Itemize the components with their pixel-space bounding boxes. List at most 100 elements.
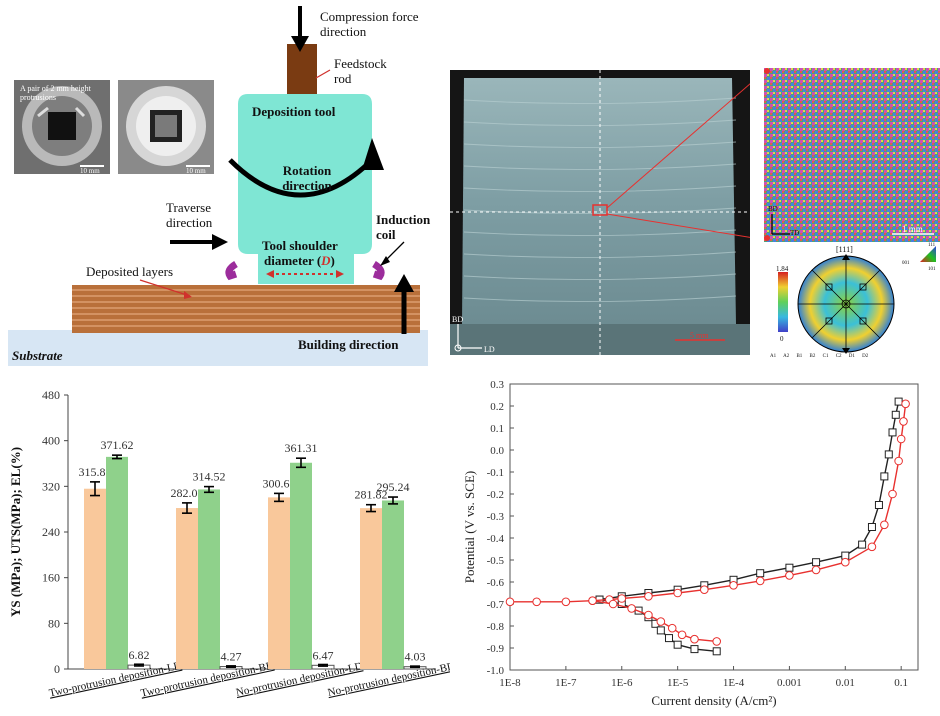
building-label: Building direction: [298, 337, 399, 352]
square-marker: [812, 558, 821, 567]
circle-marker: [677, 630, 687, 640]
bar-value-label: 6.47: [313, 648, 334, 662]
bar-value-label: 6.82: [129, 648, 150, 662]
substrate-label: Substrate: [12, 348, 63, 363]
square-marker: [656, 626, 665, 635]
line-xlabel: Current density (A/cm²): [651, 693, 776, 708]
line-xtick-label: 0.1: [894, 677, 908, 689]
square-marker: [888, 428, 897, 437]
deposited-label: Deposited layers: [86, 264, 174, 279]
circle-marker: [673, 588, 682, 598]
ipf-triangle: [920, 246, 936, 262]
circle-marker: [840, 557, 850, 567]
circle-marker: [667, 623, 677, 633]
micrograph-panel: BD LD 5 mm: [450, 69, 767, 355]
photo-two-protrusion: [14, 80, 110, 174]
bar-value-label: 282.00: [171, 486, 204, 500]
polarization-chart: 0.3 0.2 0.1 0.0 -0.1 -0.2 -0.3 -0.4 -0.5 -0.6 -0.7…: [462, 379, 919, 708]
circle-marker: [627, 604, 636, 613]
schematic-panel: A pair of 2 mm height protrusions 10 mm …: [0, 0, 450, 370]
pf-title: [111]: [836, 245, 853, 254]
bar-ytick-label: 480: [42, 388, 60, 402]
pf-max: 1.84: [776, 265, 789, 273]
traverse-label: Traverse direction: [166, 200, 213, 230]
line-ytick-label: -1.0: [487, 665, 505, 677]
line-plot-area: [509, 383, 919, 671]
square-marker: [874, 501, 883, 509]
photo1-scale: 10 mm: [80, 167, 100, 175]
bar-value-label: 4.27: [221, 650, 242, 664]
circle-marker: [901, 399, 910, 409]
bar-ytick-label: 160: [42, 571, 60, 585]
line-ytick-label: 0.0: [490, 445, 504, 457]
compression-arrow: [291, 6, 309, 52]
rotation-arrow: [228, 158, 374, 198]
line-ytick-label: -0.9: [487, 643, 505, 655]
line-xtick-label: 1E-5: [667, 677, 689, 689]
shoulder-d: D: [321, 253, 331, 268]
substrate-block: [8, 330, 428, 366]
ebsd-bd-label: BD: [768, 205, 778, 213]
induction-coil-right: [372, 260, 385, 281]
photo-no-protrusion: [118, 80, 214, 174]
shoulder-text: diameter (: [264, 253, 322, 268]
circle-marker: [867, 542, 877, 552]
micrograph-image: [450, 69, 767, 355]
circle-marker: [785, 571, 794, 580]
circle-marker: [644, 592, 653, 601]
line-ytick-label: -0.2: [487, 489, 504, 501]
bar-ytick-label: 240: [42, 525, 60, 539]
square-marker: [894, 397, 903, 406]
bar-value-label: 371.62: [101, 438, 134, 452]
induction-label: Induction coil: [376, 212, 431, 242]
circle-marker: [608, 599, 618, 609]
line-xtick-label: 1E-4: [723, 677, 745, 689]
ebsd-map: [764, 68, 940, 354]
bar-ytick-label: 320: [42, 479, 60, 493]
bar-uts: [198, 489, 220, 669]
square-marker: [712, 647, 721, 656]
rotation-label: Rotation direction: [282, 163, 332, 193]
line-ytick-label: -0.1: [487, 467, 504, 479]
bar-value-label: 295.24: [377, 480, 410, 494]
line-ytick-label: 0.2: [490, 401, 504, 413]
ebsd-panel: BD TD 1 mm 001 101 111 [111] 1.84 0 A1 A…: [764, 68, 940, 368]
traverse-arrow: [212, 234, 228, 250]
circle-marker: [700, 585, 709, 594]
bar-ylabel: YS (MPa); UTS(MPa); EL(%): [8, 447, 23, 617]
circle-marker: [532, 597, 541, 607]
ipf-label-111: 111: [928, 243, 936, 248]
circle-marker: [690, 634, 699, 644]
square-marker: [664, 634, 673, 643]
pf-min: 0: [780, 335, 784, 343]
circle-marker: [561, 597, 571, 607]
line-ylabel: Potential (V vs. SCE): [462, 471, 477, 583]
photo1-caption: A pair of 2 mm height protrusions: [20, 84, 91, 102]
line-xtick-label: 1E-6: [611, 677, 633, 689]
square-marker: [785, 563, 794, 572]
shoulder-close: ): [330, 253, 335, 268]
photo2-scale: 10 mm: [186, 167, 206, 175]
bar-ys: [84, 488, 106, 669]
bar-chart: 0 80 160 240 320 400 480 YS (MPa); UTS(MPa); EL…: [8, 388, 450, 700]
circle-marker: [729, 581, 738, 590]
square-marker: [884, 450, 893, 459]
ipf-label-101: 101: [928, 267, 936, 272]
bar-ys: [360, 508, 382, 669]
line-ytick-label: -0.7: [487, 599, 505, 611]
square-marker: [858, 540, 867, 549]
bar-value-label: 314.52: [193, 470, 226, 484]
circle-marker: [505, 597, 515, 607]
square-marker: [891, 410, 900, 419]
square-marker: [880, 472, 889, 481]
induction-coil-left: [225, 260, 238, 281]
line-ytick-label: 0.3: [490, 379, 504, 391]
compression-label: Compression force direction: [320, 9, 419, 39]
bar-uts: [382, 500, 404, 669]
bar-value-label: 361.31: [285, 441, 318, 455]
pf-legend: A1 A2 B1 B2 C1 C2 D1 D2: [770, 354, 869, 359]
building-arrow: [394, 274, 414, 292]
bar-ytick-label: 0: [54, 662, 60, 676]
circle-marker: [617, 594, 627, 603]
deposited-layers-shape: [72, 285, 420, 333]
